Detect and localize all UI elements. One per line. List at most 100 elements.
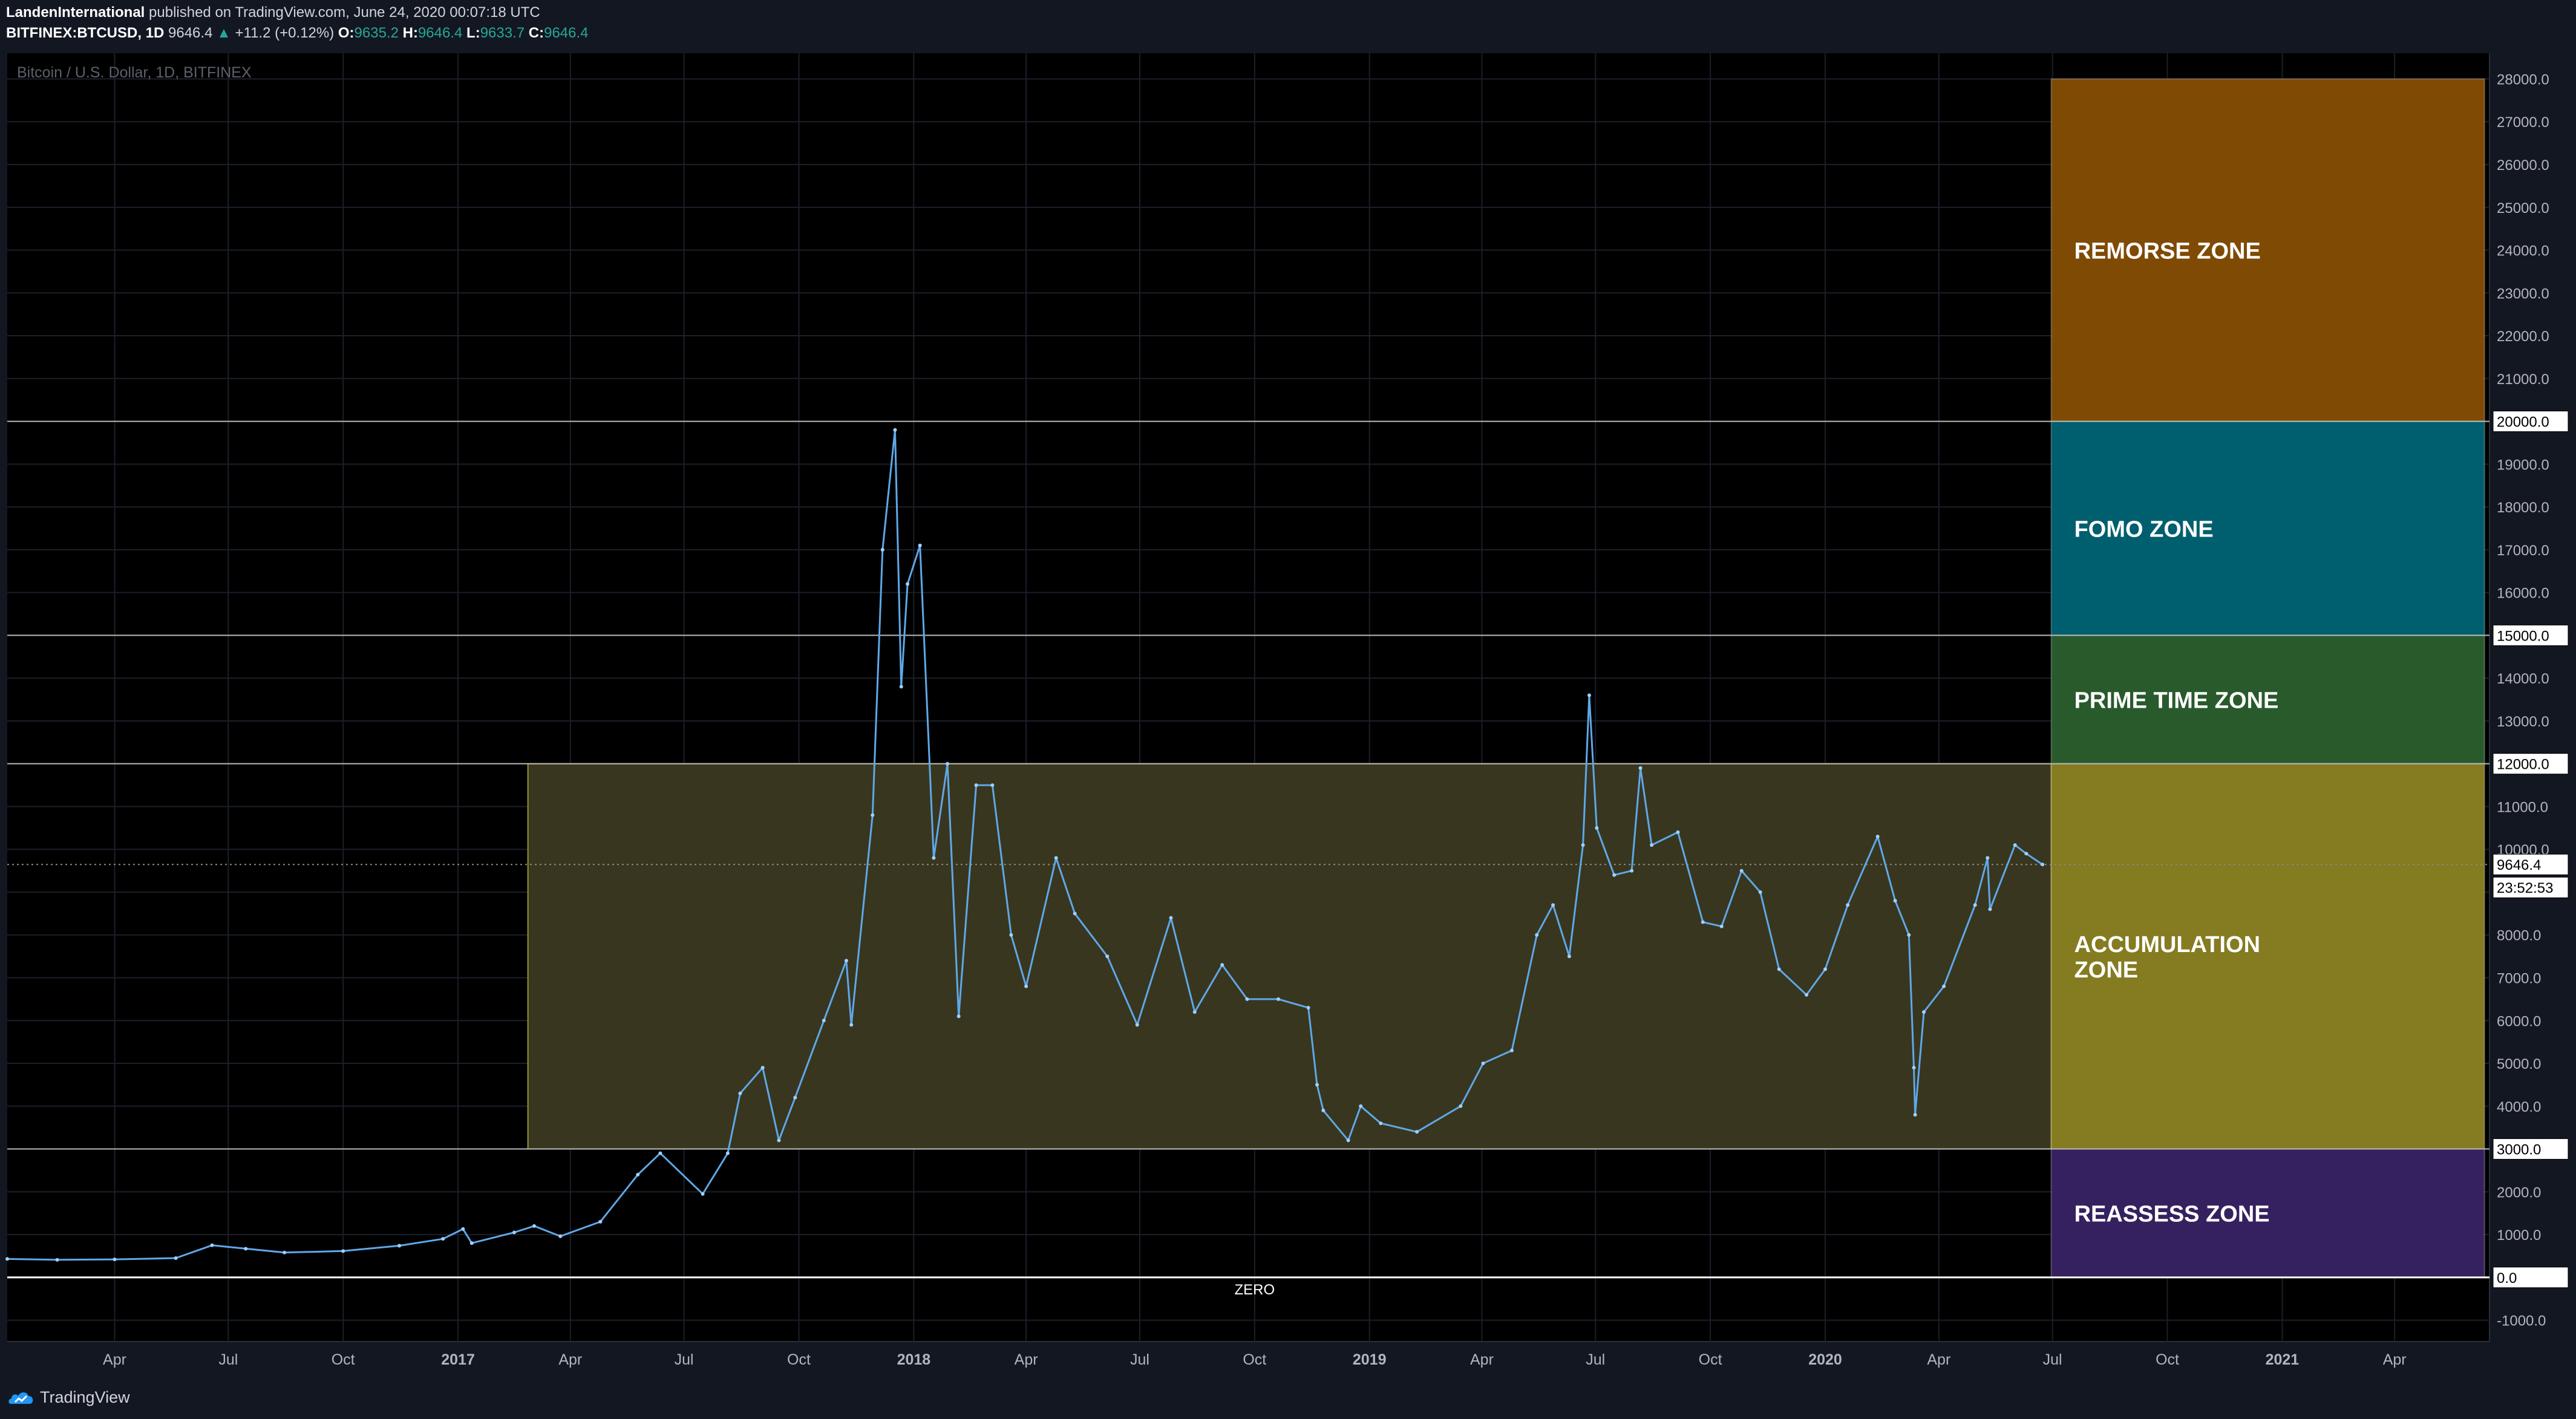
x-tick-label: Oct xyxy=(1243,1351,1266,1368)
price-point xyxy=(1638,766,1643,770)
zone-box[interactable] xyxy=(2050,763,2485,1150)
price-point xyxy=(1986,856,1990,860)
x-tick-label: Apr xyxy=(558,1351,582,1368)
tradingview-cloud-icon xyxy=(8,1392,33,1404)
price-point xyxy=(283,1250,287,1254)
level-price-label-box xyxy=(2493,411,2569,432)
x-tick-label: Oct xyxy=(787,1351,811,1368)
y-tick-label: 1000.0 xyxy=(2497,1227,2541,1244)
y-tick-label: 8000.0 xyxy=(2497,928,2541,944)
price-point xyxy=(899,685,903,689)
open-label: O: xyxy=(338,25,355,41)
price-point xyxy=(1359,1104,1363,1108)
x-tick-label: 2021 xyxy=(2266,1351,2300,1368)
price-point xyxy=(174,1256,178,1261)
bar-countdown-label: 23:52:53 xyxy=(2497,880,2553,896)
price-point xyxy=(1169,916,1173,920)
price-point xyxy=(1379,1121,1383,1126)
zone-box[interactable] xyxy=(2050,634,2485,765)
price-point xyxy=(469,1241,474,1245)
price-point xyxy=(113,1258,117,1262)
x-tick-label: Oct xyxy=(332,1351,355,1368)
price-point xyxy=(244,1247,248,1251)
x-tick-label: Oct xyxy=(1699,1351,1722,1368)
price-point xyxy=(701,1192,705,1196)
price-point xyxy=(1459,1104,1463,1108)
zero-label: ZERO xyxy=(1234,1282,1275,1298)
price-point xyxy=(1893,899,1897,903)
x-tick-label: Jul xyxy=(1586,1351,1605,1368)
level-price-label-box xyxy=(2493,1138,2569,1160)
price-point xyxy=(1823,967,1828,971)
x-tick-label: Jul xyxy=(675,1351,694,1368)
y-tick-label: 28000.0 xyxy=(2497,71,2549,88)
x-tick-label: Jul xyxy=(1130,1351,1149,1368)
level-price-label: 3000.0 xyxy=(2497,1142,2541,1158)
price-point xyxy=(1315,1083,1319,1087)
tradingview-brand: TradingView xyxy=(40,1388,130,1406)
low-value: 9633.7 xyxy=(480,25,525,41)
price-point xyxy=(1009,933,1013,937)
y-tick-label: 18000.0 xyxy=(2497,500,2549,516)
price-point xyxy=(1587,693,1591,697)
level-price-label: 0.0 xyxy=(2497,1270,2517,1287)
price-point xyxy=(906,582,910,586)
y-tick-label: 27000.0 xyxy=(2497,114,2549,131)
price-point xyxy=(2024,852,2028,856)
price-point xyxy=(1567,954,1571,959)
price-point xyxy=(1942,984,1946,988)
price-point xyxy=(880,547,884,552)
tradingview-logo[interactable]: TradingView xyxy=(7,1388,130,1407)
price-point xyxy=(1701,920,1705,924)
price-chart[interactable]: REMORSE ZONE FOMO ZONE PRIME TIME ZONE ACCU… xyxy=(0,0,2576,1376)
price-axis[interactable] xyxy=(2489,53,2576,1342)
price-point xyxy=(974,783,978,788)
price-point xyxy=(1912,1066,1916,1070)
price-point xyxy=(1777,967,1781,971)
y-tick-label: 11000.0 xyxy=(2497,799,2548,815)
x-tick-label: Apr xyxy=(1015,1351,1038,1368)
zone-box[interactable] xyxy=(2050,420,2485,636)
y-tick-label: 5000.0 xyxy=(2497,1056,2541,1072)
level-price-label-box xyxy=(2493,753,2569,775)
y-tick-label: 17000.0 xyxy=(2497,543,2549,559)
y-tick-label: 14000.0 xyxy=(2497,671,2549,687)
x-tick-label: 2018 xyxy=(897,1351,931,1368)
x-tick-label: Apr xyxy=(103,1351,126,1368)
y-tick-label: 13000.0 xyxy=(2497,714,2549,730)
price-point xyxy=(1535,933,1539,937)
time-axis[interactable] xyxy=(7,1342,2489,1376)
symbol-label[interactable]: BITFINEX:BTCUSD, 1D xyxy=(6,25,165,41)
price-point xyxy=(1805,993,1809,997)
price-point xyxy=(918,543,922,547)
zone-label: PRIME TIME ZONE xyxy=(2074,688,2279,714)
price-point xyxy=(893,428,897,432)
price-point xyxy=(441,1237,445,1241)
accumulation-box[interactable] xyxy=(527,763,2052,1150)
last-price: 9646.4 xyxy=(168,25,213,41)
x-tick-label: 2020 xyxy=(1808,1351,1842,1368)
zone-label: ZONE xyxy=(2074,957,2139,983)
x-tick-label: Jul xyxy=(2043,1351,2062,1368)
price-point xyxy=(1220,963,1224,967)
zone-box[interactable] xyxy=(2050,78,2485,422)
price-point xyxy=(1875,834,1880,838)
zone-box[interactable] xyxy=(2050,1148,2485,1278)
price-point xyxy=(1509,1048,1514,1052)
price-point xyxy=(1612,873,1617,877)
y-tick-label: 6000.0 xyxy=(2497,1013,2541,1029)
y-tick-label: 16000.0 xyxy=(2497,586,2549,602)
price-point xyxy=(932,856,936,860)
y-tick-label: 22000.0 xyxy=(2497,328,2549,345)
zone-label: ACCUMULATION xyxy=(2074,932,2260,957)
x-tick-label: Apr xyxy=(1470,1351,1494,1368)
price-point xyxy=(1907,933,1911,937)
level-price-label: 15000.0 xyxy=(2497,628,2549,644)
author-name[interactable]: LandenInternational xyxy=(6,4,145,21)
zone-label: REASSESS ZONE xyxy=(2074,1202,2270,1227)
chart-header: LandenInternational published on Trading… xyxy=(0,0,2576,50)
high-value: 9646.4 xyxy=(417,25,463,41)
price-point xyxy=(1073,912,1077,916)
price-point xyxy=(558,1234,563,1238)
y-tick-label: 25000.0 xyxy=(2497,200,2549,217)
